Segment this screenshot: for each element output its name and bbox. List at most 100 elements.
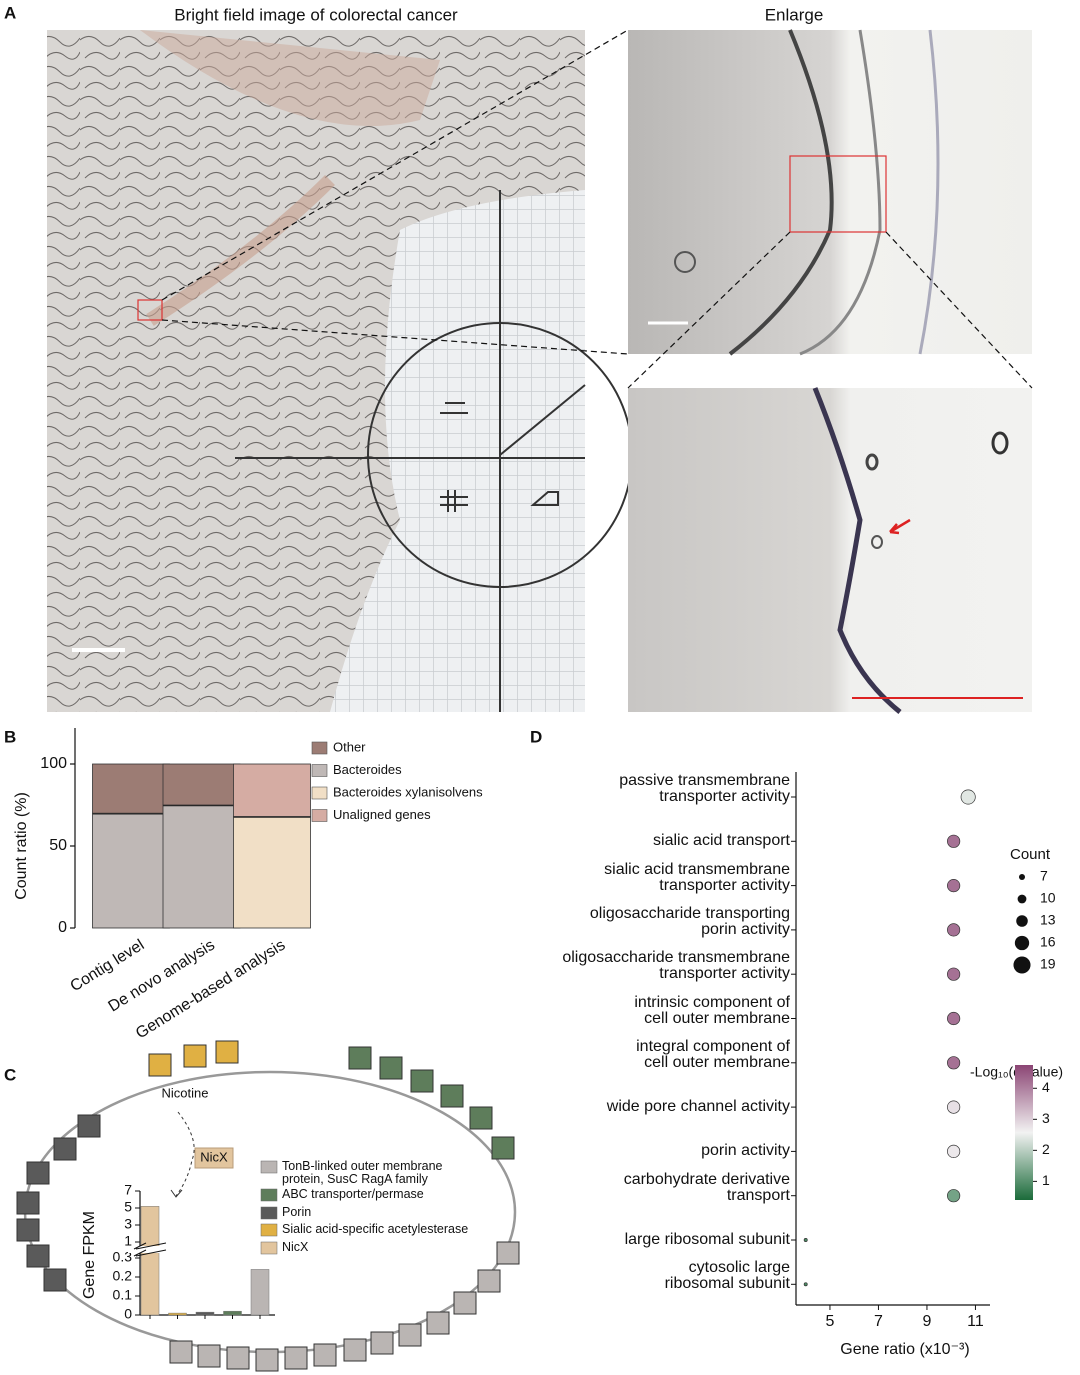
dot — [947, 1056, 961, 1070]
y-tick-label: 50 — [49, 837, 67, 854]
gene-box — [26, 1161, 50, 1185]
gene-box — [255, 1348, 279, 1372]
dot — [960, 789, 976, 805]
size-legend-dot — [1018, 873, 1026, 881]
gene-box — [16, 1191, 40, 1215]
gene-box — [148, 1053, 172, 1077]
dot — [947, 1011, 961, 1026]
enlarge-image — [628, 29, 1032, 356]
legend-label: TonB-linked outer membrane protein, SusC… — [282, 1159, 443, 1186]
category-label: carbohydrate derivative transport — [623, 1170, 790, 1204]
bar — [168, 1312, 187, 1316]
category-label: passive transmembrane transporter activi… — [619, 772, 790, 805]
legend-swatch — [260, 1160, 278, 1174]
legend-swatch — [260, 1206, 278, 1220]
size-legend-label: 13 — [1040, 912, 1056, 928]
bar — [195, 1311, 215, 1316]
gene-box — [215, 1040, 239, 1064]
size-legend-dot — [1014, 935, 1030, 951]
size-legend-label: 16 — [1040, 934, 1056, 950]
dot — [947, 834, 961, 848]
reaction-arrowhead — [170, 1189, 183, 1198]
substrate-label: Nicotine — [162, 1085, 209, 1100]
dot — [947, 1100, 961, 1114]
dot — [947, 923, 961, 937]
gene-box — [183, 1044, 207, 1068]
x-axis-label: Gene ratio (x10⁻³) — [840, 1341, 969, 1358]
gene-box — [453, 1291, 477, 1315]
legend-label: Porin — [282, 1205, 312, 1219]
legend-swatch — [311, 764, 328, 777]
legend-label: Other — [333, 739, 366, 754]
size-legend-title: Count — [1010, 846, 1051, 863]
legend-label: Bacteroides xylanisolvens — [333, 784, 483, 799]
gene-box — [226, 1346, 250, 1370]
gene-box — [348, 1046, 372, 1070]
legend-label: NicX — [282, 1240, 309, 1254]
x-tick-label: 5 — [825, 1313, 834, 1330]
bar-segment — [233, 763, 311, 817]
category-label: large ribosomal subunit — [624, 1231, 790, 1248]
legend-label: ABC transporter/permase — [282, 1187, 424, 1201]
gene-box — [197, 1344, 221, 1368]
category-label: oligosaccharide transmembrane transporte… — [562, 949, 790, 983]
gene-box — [426, 1311, 450, 1335]
gene-box — [410, 1069, 434, 1093]
y-axis-label: Count ratio (%) — [13, 792, 30, 900]
gene-box — [477, 1269, 501, 1293]
gene-box — [496, 1241, 520, 1265]
gene-box — [16, 1218, 40, 1242]
category-label: integral component of cell outer membran… — [636, 1037, 790, 1071]
bar — [140, 1206, 160, 1316]
legend-swatch — [260, 1188, 278, 1202]
gene-box — [313, 1343, 337, 1367]
gene-box — [26, 1244, 50, 1268]
gene-box — [491, 1136, 515, 1160]
size-legend-dot — [1013, 956, 1031, 974]
zoom-image — [628, 387, 1032, 714]
gene-box — [469, 1106, 493, 1130]
size-legend-label: 7 — [1040, 868, 1048, 884]
category-label: cytosolic large ribosomal subunit — [664, 1259, 790, 1293]
category-label: oligosaccharide transporting porin activ… — [589, 904, 790, 938]
y-tick-label: 100 — [40, 755, 67, 772]
y-tick-label: 0 — [58, 919, 67, 936]
category-label: sialic acid transport — [653, 832, 790, 850]
dot — [947, 879, 961, 893]
panel-label: C — [4, 1065, 16, 1084]
colorbar-tick-label: 2 — [1042, 1141, 1050, 1157]
size-legend-dot — [1017, 894, 1027, 904]
gene-box — [43, 1268, 67, 1292]
category-label: porin activity — [701, 1142, 790, 1160]
gene-box — [284, 1346, 308, 1370]
gene-box — [379, 1056, 403, 1080]
bar — [223, 1310, 242, 1316]
x-tick-label: 11 — [967, 1313, 984, 1330]
zoom-connectors — [161, 29, 1033, 389]
bar-segment — [92, 812, 170, 929]
y-tick-label: 5 — [124, 1199, 132, 1215]
bar-segment — [162, 763, 241, 806]
reaction-arrow — [175, 1111, 195, 1197]
legend-swatch — [260, 1223, 278, 1237]
dot — [803, 1282, 808, 1287]
dot — [803, 1238, 808, 1242]
axis-break — [128, 1246, 168, 1253]
gene-box — [53, 1137, 77, 1161]
bar — [250, 1269, 270, 1316]
gene-box — [370, 1331, 394, 1355]
panel-label: D — [530, 727, 542, 746]
x-tick-label: 7 — [874, 1313, 883, 1330]
gene-box — [398, 1323, 422, 1347]
axis-break-mark — [133, 1242, 167, 1257]
legend-label: Unaligned genes — [333, 807, 431, 822]
gene-box — [440, 1084, 464, 1108]
category-label: wide pore channel activity — [606, 1098, 790, 1116]
bar-segment — [92, 763, 170, 814]
legend-swatch — [311, 741, 328, 755]
category-label: intrinsic component of cell outer membra… — [634, 993, 790, 1027]
enzyme-label: NicX — [200, 1149, 228, 1164]
dot — [947, 1189, 961, 1203]
